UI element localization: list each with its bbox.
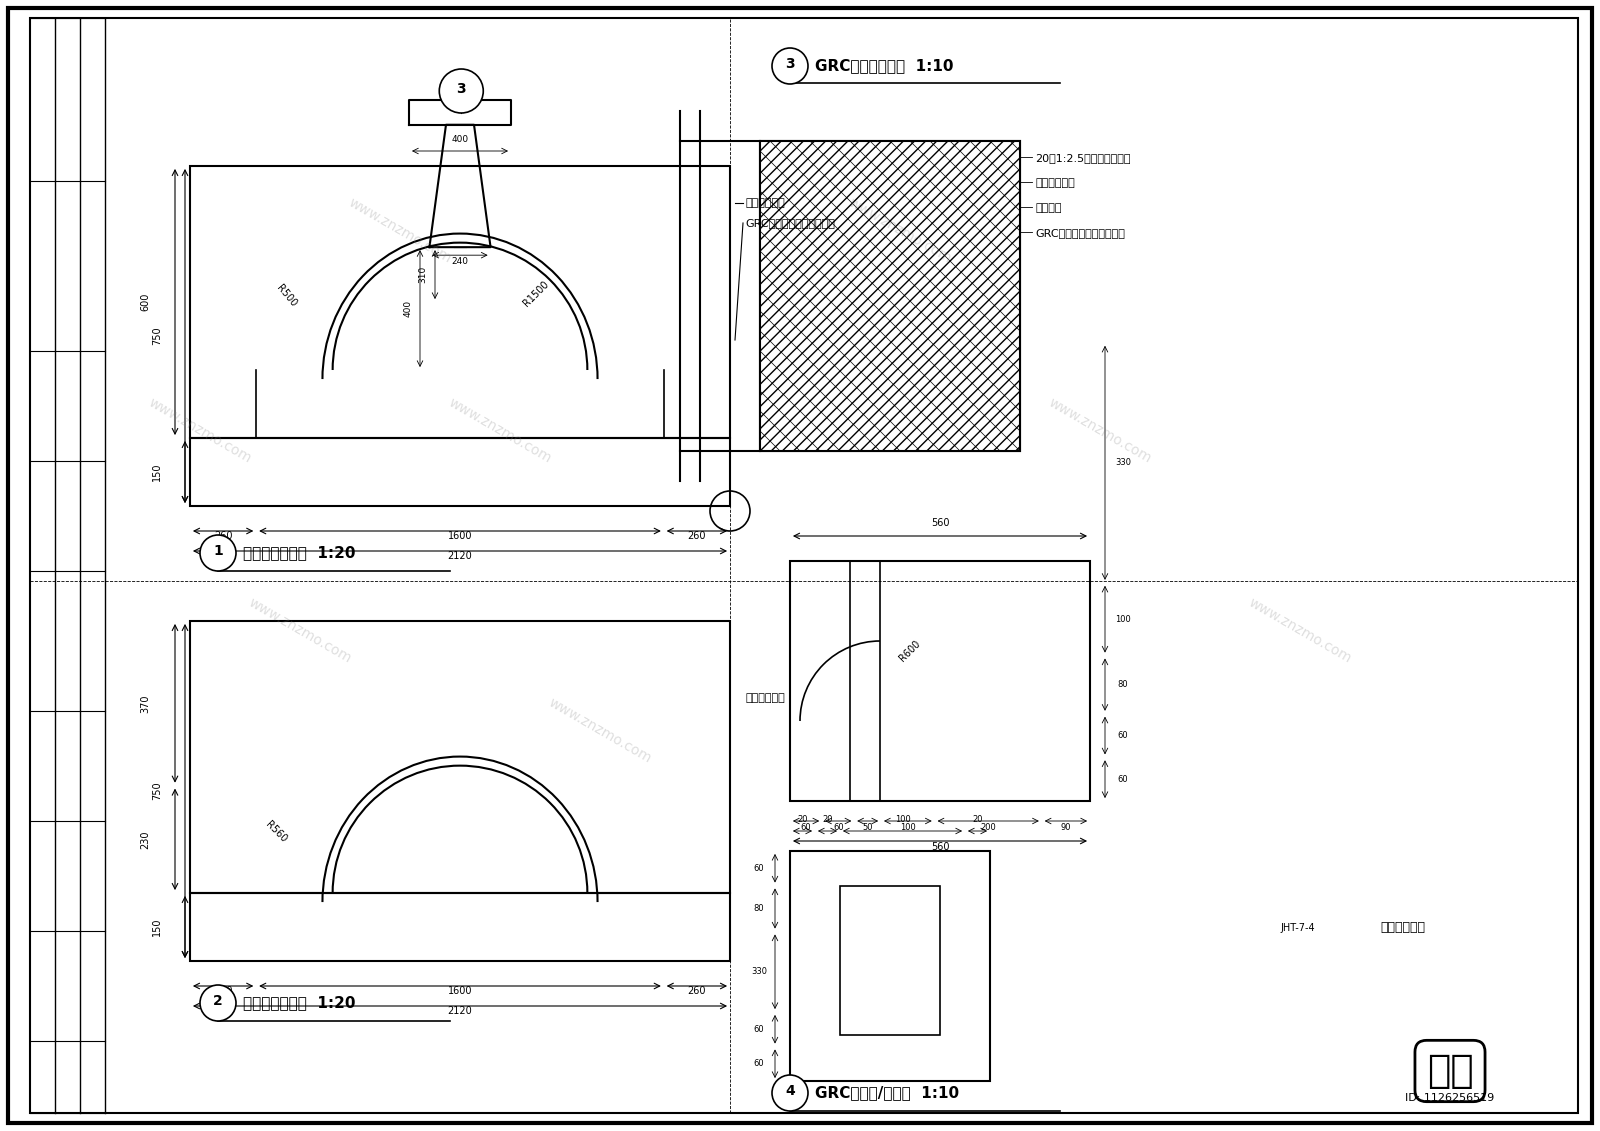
Text: GRC构件面喷土黄色仿石漆: GRC构件面喷土黄色仿石漆 bbox=[746, 218, 835, 228]
Text: 260: 260 bbox=[688, 986, 706, 996]
Text: R600: R600 bbox=[898, 638, 923, 663]
Text: 60: 60 bbox=[1118, 731, 1128, 740]
Text: 装饰门拱立面一  1:20: 装饰门拱立面一 1:20 bbox=[243, 545, 355, 561]
Circle shape bbox=[200, 985, 237, 1021]
Text: JHT-7-4: JHT-7-4 bbox=[1280, 923, 1315, 933]
Text: 60: 60 bbox=[754, 1060, 765, 1069]
Text: www.znzmo.com: www.znzmo.com bbox=[146, 396, 254, 466]
Bar bbox=[190, 621, 730, 893]
Text: 80: 80 bbox=[754, 904, 765, 913]
Text: 1600: 1600 bbox=[448, 530, 472, 541]
Text: GRC构件安装剖面  1:10: GRC构件安装剖面 1:10 bbox=[814, 59, 954, 74]
Text: 土黄色仿石漆: 土黄色仿石漆 bbox=[746, 198, 784, 208]
Text: www.znzmo.com: www.znzmo.com bbox=[1046, 396, 1154, 466]
Text: 50: 50 bbox=[862, 823, 874, 832]
Text: 330: 330 bbox=[750, 967, 766, 976]
Text: 150: 150 bbox=[152, 917, 162, 936]
Text: 150: 150 bbox=[152, 463, 162, 482]
Bar bbox=[790, 561, 1090, 801]
Text: 400: 400 bbox=[451, 135, 469, 144]
Text: 60: 60 bbox=[754, 864, 765, 873]
Text: R560: R560 bbox=[264, 819, 288, 844]
Text: 2120: 2120 bbox=[448, 1005, 472, 1016]
Bar bbox=[190, 438, 730, 506]
Circle shape bbox=[440, 69, 483, 113]
Text: 2: 2 bbox=[213, 994, 222, 1008]
Text: 知末: 知末 bbox=[1427, 1052, 1474, 1090]
Text: 240: 240 bbox=[451, 257, 469, 266]
Text: www.znzmo.com: www.znzmo.com bbox=[846, 196, 954, 266]
Text: 1: 1 bbox=[213, 544, 222, 559]
Text: R1500: R1500 bbox=[522, 279, 550, 309]
Text: 750: 750 bbox=[152, 327, 162, 345]
Text: 330: 330 bbox=[1115, 458, 1131, 467]
Text: 60: 60 bbox=[1118, 775, 1128, 784]
Bar bbox=[190, 893, 730, 961]
Bar bbox=[190, 166, 730, 438]
Bar bbox=[760, 141, 1021, 451]
Text: 370: 370 bbox=[141, 694, 150, 713]
Text: 60: 60 bbox=[800, 823, 811, 832]
Text: 4: 4 bbox=[786, 1085, 795, 1098]
Text: 560: 560 bbox=[931, 841, 949, 852]
Text: 80: 80 bbox=[1118, 680, 1128, 689]
Circle shape bbox=[771, 48, 808, 84]
Text: 20: 20 bbox=[973, 815, 982, 824]
Bar bbox=[790, 851, 990, 1081]
Text: 100: 100 bbox=[1115, 614, 1131, 623]
Text: 20厚1:2.5水泥砂浆结合层: 20厚1:2.5水泥砂浆结合层 bbox=[1035, 153, 1131, 163]
Text: 景观亭详图七: 景观亭详图七 bbox=[1379, 921, 1426, 934]
Text: 260: 260 bbox=[688, 530, 706, 541]
Text: www.znzmo.com: www.znzmo.com bbox=[1246, 596, 1354, 666]
Text: www.znzmo.com: www.znzmo.com bbox=[346, 196, 454, 266]
Circle shape bbox=[200, 535, 237, 571]
Text: 560: 560 bbox=[931, 518, 949, 528]
Text: 1600: 1600 bbox=[448, 986, 472, 996]
Text: 2120: 2120 bbox=[448, 551, 472, 561]
Text: 200: 200 bbox=[981, 823, 997, 832]
Text: 20: 20 bbox=[797, 815, 808, 824]
Text: 260: 260 bbox=[214, 986, 232, 996]
Text: 白色塘漆: 白色塘漆 bbox=[1035, 202, 1061, 213]
Text: 310: 310 bbox=[419, 266, 427, 283]
Text: 750: 750 bbox=[152, 782, 162, 801]
Bar bbox=[840, 886, 941, 1035]
Text: 3: 3 bbox=[786, 58, 795, 71]
Text: 100: 100 bbox=[894, 815, 910, 824]
Text: 3: 3 bbox=[456, 81, 466, 96]
Text: 600: 600 bbox=[141, 293, 150, 311]
Text: GRC构件面喷土黄色仿石漆: GRC构件面喷土黄色仿石漆 bbox=[1035, 228, 1125, 238]
Text: 100: 100 bbox=[899, 823, 915, 832]
Text: 60: 60 bbox=[754, 1025, 765, 1034]
Circle shape bbox=[771, 1074, 808, 1111]
Text: ID: 1126256519: ID: 1126256519 bbox=[1405, 1093, 1494, 1103]
Text: www.znzmo.com: www.znzmo.com bbox=[546, 696, 654, 766]
Text: 土黄色仿石漆: 土黄色仿石漆 bbox=[746, 693, 784, 703]
Text: www.znzmo.com: www.znzmo.com bbox=[446, 396, 554, 466]
Text: 260: 260 bbox=[214, 530, 232, 541]
Text: 60: 60 bbox=[834, 823, 843, 832]
Text: 230: 230 bbox=[141, 830, 150, 848]
Text: R500: R500 bbox=[274, 283, 298, 309]
Text: 90: 90 bbox=[1061, 823, 1070, 832]
Text: 双股钢丝绑牢: 双股钢丝绑牢 bbox=[1035, 178, 1075, 188]
Text: 20: 20 bbox=[822, 815, 832, 824]
Text: 400: 400 bbox=[403, 300, 413, 317]
Text: 装饰门拱立面二  1:20: 装饰门拱立面二 1:20 bbox=[243, 995, 355, 1010]
Text: GRC构件正/侧立面  1:10: GRC构件正/侧立面 1:10 bbox=[814, 1086, 958, 1100]
Text: www.znzmo.com: www.znzmo.com bbox=[246, 596, 354, 666]
Bar bbox=[760, 141, 1021, 451]
